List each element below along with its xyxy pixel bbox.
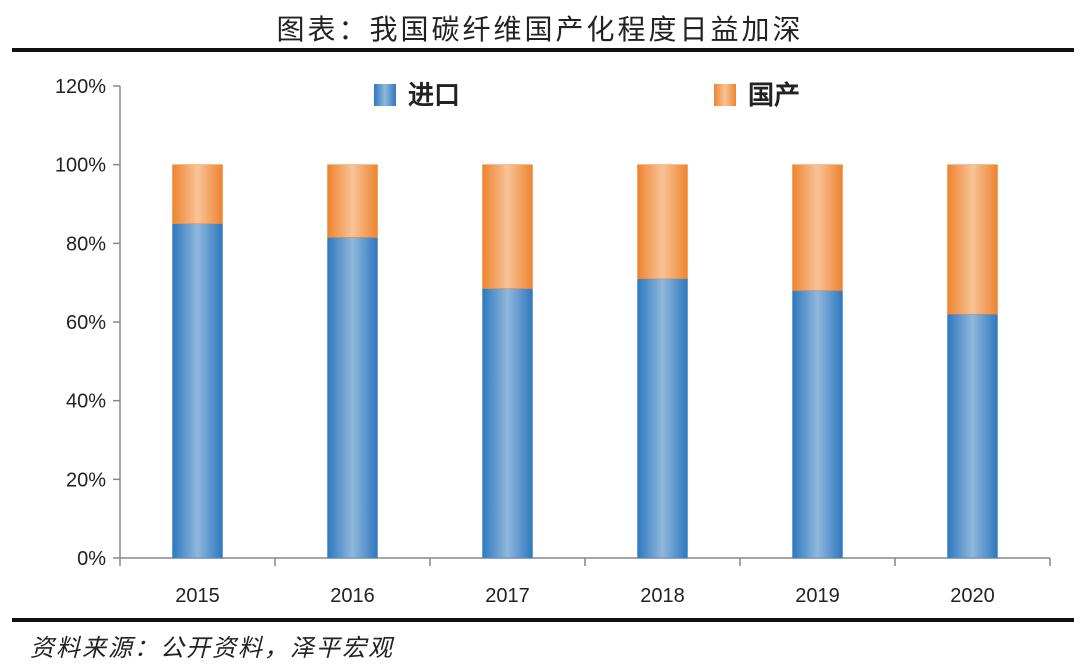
legend-swatch-domestic xyxy=(714,84,736,106)
chart-title: 图表：我国碳纤维国产化程度日益加深 xyxy=(276,13,804,46)
y-tick-label: 40% xyxy=(66,391,106,413)
y-tick-label: 80% xyxy=(66,233,106,255)
x-tick-label: 2020 xyxy=(950,585,995,607)
top-rule xyxy=(12,48,1074,52)
y-tick-label: 60% xyxy=(66,312,106,334)
bar-import-2015 xyxy=(172,223,223,559)
x-tick-label: 2016 xyxy=(330,585,375,607)
bar-domestic-2017 xyxy=(482,164,533,289)
axis-labels: 0% 20% 40% 60% 80% 100% 120% 2015 2016 2017 2018 20… xyxy=(55,76,995,607)
y-tick-label: 20% xyxy=(66,469,106,491)
legend-swatch-import xyxy=(374,84,396,106)
x-tick-label: 2018 xyxy=(640,585,685,607)
bar-domestic-2015 xyxy=(172,164,223,224)
bar-import-2018 xyxy=(637,278,688,559)
bar-domestic-2016 xyxy=(327,164,378,238)
y-tick-label: 100% xyxy=(55,155,106,177)
bar-import-2020 xyxy=(947,313,998,559)
x-tick-label: 2019 xyxy=(795,585,840,607)
source-note: 资料来源：公开资料，泽平宏观 xyxy=(30,634,394,662)
y-tick-label: 120% xyxy=(55,76,106,98)
bar-import-2016 xyxy=(327,237,378,559)
legend-label-import: 进口 xyxy=(408,81,460,111)
bottom-rule xyxy=(12,618,1074,622)
axes xyxy=(113,85,1051,566)
bars xyxy=(172,164,998,559)
legend: 进口 国产 xyxy=(374,81,800,111)
bar-domestic-2019 xyxy=(792,164,843,291)
bar-import-2017 xyxy=(482,288,533,559)
x-tick-label: 2015 xyxy=(175,585,220,607)
x-tick-label: 2017 xyxy=(485,585,530,607)
y-tick-label: 0% xyxy=(77,548,106,570)
bar-import-2019 xyxy=(792,290,843,559)
bar-domestic-2018 xyxy=(637,164,688,279)
legend-label-domestic: 国产 xyxy=(748,81,800,111)
bar-domestic-2020 xyxy=(947,164,998,315)
